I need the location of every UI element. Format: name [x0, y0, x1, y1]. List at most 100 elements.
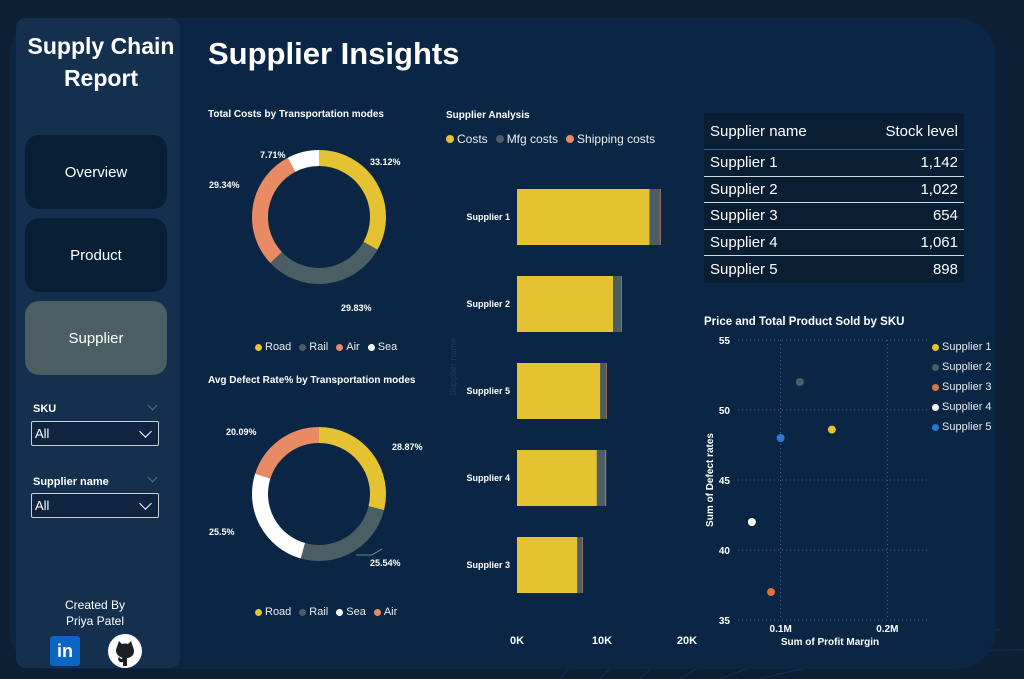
bar-shipping-costs[interactable] [659, 189, 661, 245]
legend-label: Shipping costs [577, 132, 656, 146]
nav-supplier-button[interactable]: Supplier [25, 301, 167, 375]
bar-costs[interactable] [517, 189, 650, 245]
legend-item-costs[interactable]: Costs [446, 132, 488, 146]
app-title-line1: Supply Chain [27, 33, 175, 59]
supplier-analysis-title: Supplier Analysis [446, 110, 530, 121]
defect-donut-title: Avg Defect Rate% by Transportation modes [208, 375, 416, 386]
legend-item-sea[interactable]: Sea [367, 341, 398, 353]
legend-label: Costs [457, 132, 488, 146]
bar-mfg-costs[interactable] [600, 363, 607, 419]
legend-item-road[interactable]: Road [255, 606, 291, 618]
costs-donut-legend: Road Rail Air Sea [255, 341, 397, 353]
bar-mfg-costs[interactable] [613, 276, 622, 332]
sku-filter-label: SKU [33, 403, 57, 415]
legend-label: Sea [377, 341, 398, 353]
bar-costs[interactable] [517, 537, 578, 593]
legend-swatch [336, 343, 344, 351]
legend-item-rail[interactable]: Rail [299, 606, 328, 618]
table-row[interactable]: Supplier 2 1,022 [704, 176, 964, 203]
supplier-select-value: All [35, 498, 50, 513]
scatter-point-supplier-2[interactable] [795, 378, 804, 386]
bar-shipping-costs[interactable] [605, 450, 607, 506]
bar-costs[interactable] [517, 276, 614, 332]
legend-item-supplier-4[interactable]: Supplier 4 [932, 397, 992, 417]
bar-mfg-costs[interactable] [577, 537, 583, 593]
scatter-point-supplier-1[interactable] [827, 425, 836, 434]
legend-swatch [367, 343, 375, 351]
cell-stock: 898 [932, 260, 958, 278]
legend-label: Rail [309, 606, 329, 618]
table-row[interactable]: Supplier 5 898 [704, 256, 964, 283]
github-icon[interactable] [107, 633, 143, 669]
chevron-down-icon [139, 424, 152, 438]
bar-mfg-costs[interactable] [596, 450, 606, 506]
bar-shipping-costs[interactable] [582, 537, 583, 593]
legend-label: Supplier 5 [942, 421, 992, 433]
defect-air-label: 20.09% [226, 427, 257, 437]
supplier-select[interactable]: All [31, 493, 159, 518]
scatter-point-supplier-4[interactable] [747, 518, 756, 526]
donut-slice-sea[interactable] [252, 473, 306, 559]
legend-label: Air [383, 606, 398, 618]
legend-item-supplier-1[interactable]: Supplier 1 [932, 337, 992, 357]
legend-item-supplier-3[interactable]: Supplier 3 [932, 377, 992, 397]
donut-slice-air[interactable] [252, 157, 296, 264]
defect-road-label: 28.87% [392, 442, 423, 452]
legend-swatch [932, 343, 939, 351]
x-tick-label: 0K [510, 635, 524, 647]
cell-stock: 1,061 [920, 233, 958, 251]
bar-category-label: Supplier 3 [466, 560, 510, 570]
table-row[interactable]: Supplier 1 1,142 [704, 150, 964, 177]
legend-item-air[interactable]: Air [336, 341, 360, 353]
nav-product-button[interactable]: Product [25, 218, 167, 292]
y-tick-label: 40 [719, 546, 731, 557]
legend-item-mfg-costs[interactable]: Mfg costs [495, 132, 558, 146]
donut-slice-road[interactable] [318, 150, 386, 250]
cell-supplier: Supplier 1 [710, 154, 778, 172]
legend-item-supplier-5[interactable]: Supplier 5 [932, 417, 992, 437]
credit: Created By Priya Patel [40, 597, 150, 629]
credit-author: Priya Patel [65, 614, 125, 628]
x-tick-label: 0.1M [770, 624, 792, 635]
legend-item-air[interactable]: Air [373, 606, 398, 618]
donut-slice-sea[interactable] [287, 150, 320, 173]
table-row[interactable]: Supplier 4 1,061 [704, 229, 964, 256]
donut-slice-air[interactable] [255, 427, 320, 479]
table-row[interactable]: Supplier 3 654 [704, 203, 964, 230]
bar-shipping-costs[interactable] [621, 276, 622, 332]
donut-slice-rail[interactable] [270, 241, 378, 284]
legend-item-rail[interactable]: Rail [299, 341, 328, 353]
column-header-stock[interactable]: Stock level [885, 122, 958, 140]
legend-item-sea[interactable]: Sea [336, 606, 366, 618]
bar-costs[interactable] [517, 450, 597, 506]
legend-label: Supplier 1 [942, 341, 992, 353]
scatter-chart: 55 50 45 40 35 0.1M 0.2M Sum of Profit Margin Su… [705, 336, 930, 648]
linkedin-icon[interactable]: in [50, 636, 80, 666]
nav-overview-button[interactable]: Overview [25, 135, 167, 209]
legend-item-supplier-2[interactable]: Supplier 2 [932, 357, 992, 377]
cell-stock: 654 [932, 207, 958, 225]
column-header-supplier[interactable]: Supplier name [710, 122, 807, 140]
donut-slice-road[interactable] [318, 427, 386, 511]
scatter-point-supplier-5[interactable] [776, 434, 785, 442]
y-tick-label: 45 [719, 476, 731, 487]
legend-item-shipping-costs[interactable]: Shipping costs [566, 132, 655, 146]
app-title: Supply Chain Report [16, 30, 186, 94]
costs-road-label: 33.12% [370, 157, 401, 167]
legend-label: Rail [309, 341, 329, 353]
donut-slice-rail[interactable] [300, 505, 385, 561]
costs-air-label: 29.34% [209, 180, 240, 190]
legend-item-road[interactable]: Road [255, 341, 291, 353]
supplier-analysis-legend: Costs Mfg costs Shipping costs [446, 132, 655, 146]
bar-mfg-costs[interactable] [649, 189, 660, 245]
nav-product-label: Product [70, 246, 122, 264]
bar-shipping-costs[interactable] [606, 363, 607, 419]
scatter-point-supplier-3[interactable] [767, 588, 776, 596]
defect-donut-chart [252, 427, 386, 561]
sku-select[interactable]: All [31, 421, 159, 446]
bar-costs[interactable] [517, 363, 601, 419]
costs-donut-title: Total Costs by Transportation modes [208, 109, 384, 120]
page-title: Supplier Insights [208, 36, 460, 71]
legend-label: Road [265, 341, 292, 353]
stock-table: Supplier name Stock level Supplier 1 1,14… [704, 113, 964, 283]
